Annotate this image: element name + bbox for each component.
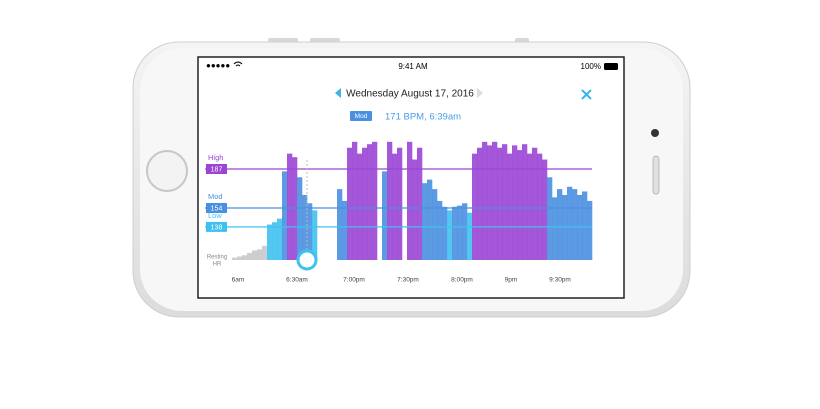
hr-bar	[572, 189, 578, 260]
hr-bar	[512, 145, 518, 260]
hr-bar	[582, 191, 588, 260]
hr-bar	[467, 212, 473, 260]
hr-bar	[452, 206, 458, 260]
zone-badge	[206, 164, 227, 174]
resting-label: HR	[213, 262, 222, 268]
zone-badge	[350, 111, 372, 121]
hr-bar	[357, 153, 363, 260]
hr-bar	[532, 147, 538, 260]
x-label: 8:00pm	[451, 277, 473, 284]
time-scrubber[interactable]	[296, 249, 318, 271]
resting-label: Resting	[207, 255, 227, 261]
hr-bar	[307, 203, 313, 260]
zone-value: 154	[211, 205, 223, 212]
hr-bar	[372, 141, 378, 260]
hr-bar	[407, 141, 413, 260]
hr-bar	[282, 171, 288, 260]
hr-bar	[557, 189, 563, 260]
hr-bar	[552, 197, 558, 260]
hr-bar	[522, 144, 528, 260]
hr-bar	[267, 224, 273, 260]
hr-bar	[482, 141, 488, 260]
zone-name: Low	[208, 211, 222, 220]
hr-bar	[537, 153, 543, 260]
hr-bar	[547, 177, 553, 260]
hr-bar	[427, 179, 433, 260]
next-day[interactable]	[477, 88, 483, 98]
zone-badge	[206, 203, 227, 213]
hr-bar	[242, 255, 248, 260]
x-label: 6am	[232, 277, 245, 284]
x-label: 9:30pm	[549, 277, 571, 284]
hr-bar	[487, 145, 493, 260]
hr-bar	[587, 200, 593, 260]
hr-bar	[232, 257, 238, 260]
hr-bar	[422, 183, 428, 260]
hr-bar	[542, 159, 548, 260]
x-label: 7:30pm	[397, 277, 419, 284]
hr-bar	[432, 189, 438, 260]
hr-bar	[462, 203, 468, 260]
hr-bar	[252, 250, 258, 260]
clock: 9:41 AM	[398, 62, 428, 71]
zone-name: Mod	[208, 192, 223, 201]
hr-bar	[312, 210, 318, 260]
x-label: 7:00pm	[343, 277, 365, 284]
hr-bar	[277, 218, 283, 260]
hr-bar	[457, 205, 463, 260]
hr-bar	[397, 147, 403, 260]
hr-bar	[287, 153, 293, 260]
hr-bar	[272, 222, 278, 260]
hr-bar	[342, 200, 348, 260]
hr-bar	[507, 153, 513, 260]
battery-icon	[604, 63, 618, 70]
date-title: Wednesday August 17, 2016	[346, 89, 474, 100]
hr-bar	[517, 150, 523, 260]
zone-badge-text: Mod	[355, 113, 368, 120]
zone-name: High	[208, 153, 223, 162]
hr-bar	[567, 186, 573, 260]
signal: ●●●●●	[206, 61, 230, 70]
hr-bar	[417, 147, 423, 260]
hr-bar	[262, 245, 268, 260]
hr-bar	[387, 141, 393, 260]
x-label: 6:30am	[286, 277, 308, 284]
reading: 171 BPM, 6:39am	[385, 112, 461, 123]
hr-bar	[412, 159, 418, 260]
hr-bar	[367, 144, 373, 260]
hr-bar	[527, 153, 533, 260]
zone-value: 138	[211, 224, 223, 231]
zone-value: 187	[211, 166, 223, 173]
hr-bar	[382, 171, 388, 260]
hr-bar	[257, 249, 263, 260]
hr-bar	[392, 153, 398, 260]
hr-bar	[362, 147, 368, 260]
wifi-icon	[233, 61, 243, 67]
hr-bar	[347, 147, 353, 260]
hr-bar	[442, 206, 448, 260]
hr-bar	[297, 177, 303, 260]
battery-level: 100%	[581, 62, 601, 71]
x-label: 9pm	[505, 277, 518, 284]
hr-bar	[447, 210, 453, 260]
close-button[interactable]	[581, 89, 592, 100]
status-bar: ●●●●● 9:41 AM 100%	[206, 61, 618, 71]
hr-bar	[437, 200, 443, 260]
hr-bar	[247, 252, 253, 260]
hr-bar	[352, 141, 358, 260]
hr-bar	[497, 147, 503, 260]
hr-bar	[492, 141, 498, 260]
hr-bar	[472, 153, 478, 260]
hr-bar	[502, 144, 508, 260]
hr-bar	[337, 189, 343, 260]
hr-bar	[237, 256, 243, 260]
hr-bar	[477, 147, 483, 260]
zone-badge	[206, 221, 227, 232]
prev-day[interactable]	[335, 88, 341, 98]
